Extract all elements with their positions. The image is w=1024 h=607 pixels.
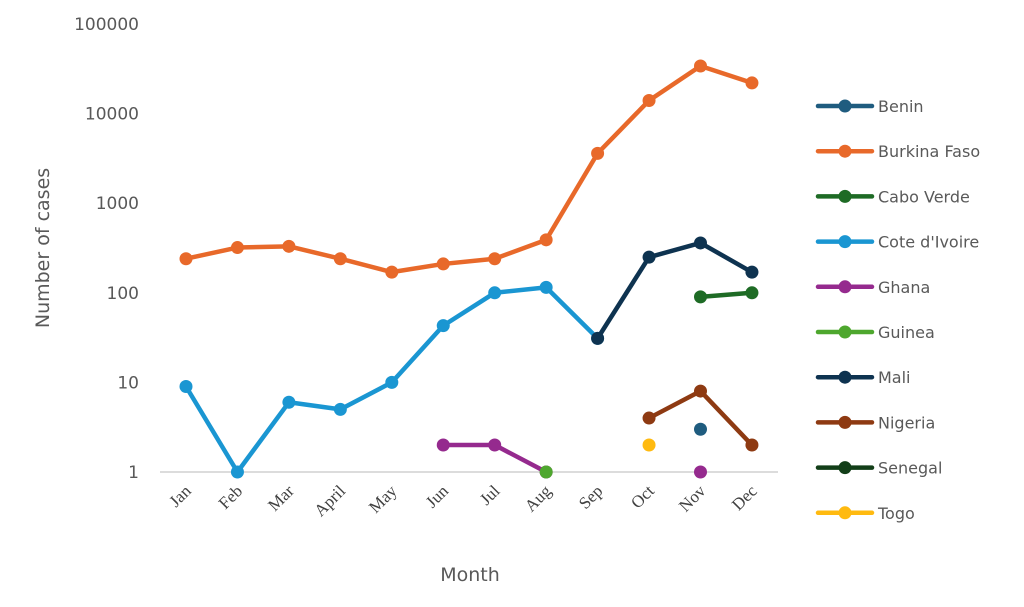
legend-dot-icon: [838, 189, 852, 203]
data-point: [745, 76, 759, 90]
data-point: [539, 465, 553, 479]
legend-label: Ghana: [878, 278, 930, 297]
data-point: [488, 286, 502, 300]
legend-label: Burkina Faso: [878, 142, 980, 161]
y-axis-ticks: 1 10 100 1000 10000 100000: [74, 15, 139, 483]
data-point: [385, 265, 399, 279]
data-point: [385, 375, 399, 389]
x-tick-label: Dec: [728, 481, 761, 514]
y-tick-label: 10: [117, 373, 139, 393]
data-point: [230, 465, 244, 479]
data-point: [591, 146, 605, 160]
data-point: [694, 384, 707, 398]
series-burkina-faso: [179, 59, 759, 279]
data-point: [539, 233, 553, 247]
x-tick-label: Jul: [476, 481, 504, 509]
x-tick-label: Aug: [521, 481, 555, 515]
legend-item: Togo: [815, 504, 915, 523]
legend-label: Benin: [878, 97, 924, 116]
data-point: [436, 257, 450, 271]
legend-label: Senegal: [878, 459, 942, 478]
legend-dot-icon: [838, 144, 852, 158]
legend-dot-icon: [838, 325, 852, 339]
data-point: [745, 265, 759, 279]
series-mali: [591, 236, 759, 345]
data-point: [333, 402, 347, 416]
data-point: [745, 286, 759, 300]
x-axis-ticks: Jan Feb Mar April May Jun Jul Aug Sep Oct Nov Dec: [165, 481, 761, 520]
x-tick-label: April: [310, 481, 349, 520]
data-point: [282, 395, 296, 409]
legend-item: Guinea: [815, 323, 935, 342]
data-point: [436, 438, 450, 452]
data-point: [282, 239, 296, 253]
legend-dot-icon: [838, 370, 852, 384]
x-tick-label: Mar: [264, 481, 298, 515]
y-tick-label: 1000: [96, 194, 139, 214]
series-guinea: [539, 465, 553, 479]
y-tick-label: 10000: [85, 105, 139, 125]
data-point: [642, 438, 656, 452]
data-point: [642, 94, 656, 108]
x-axis-title: Month: [440, 564, 500, 586]
x-tick-label: Oct: [627, 481, 658, 512]
series-cote-d-ivoire: [179, 280, 605, 479]
data-point: [591, 331, 605, 345]
legend-item: Benin: [815, 97, 924, 116]
data-point: [642, 250, 656, 264]
data-point: [333, 252, 347, 266]
x-tick-label: May: [365, 481, 401, 517]
legend-dot-icon: [838, 461, 852, 475]
legend: Benin Burkina Faso Cabo Verde Cote d'Ivoire…: [815, 97, 980, 523]
data-point: [694, 236, 707, 250]
data-point: [694, 465, 707, 479]
data-point: [436, 319, 450, 333]
data-point: [642, 411, 656, 425]
data-point: [179, 252, 193, 266]
legend-dot-icon: [838, 280, 852, 294]
x-tick-label: Feb: [215, 481, 246, 512]
data-point: [230, 241, 244, 255]
legend-dot-icon: [838, 415, 852, 429]
series-togo: [642, 438, 656, 452]
data-point: [488, 438, 502, 452]
data-point: [745, 438, 759, 452]
data-point: [539, 280, 553, 294]
y-axis-title: Number of cases: [32, 168, 54, 328]
y-tick-label: 100000: [74, 15, 139, 35]
legend-item: Senegal: [815, 459, 942, 478]
y-tick-label: 1: [128, 463, 139, 483]
legend-label: Guinea: [878, 323, 935, 342]
data-point: [179, 379, 193, 393]
series-cabo-verde: [694, 286, 759, 304]
data-point: [694, 59, 707, 73]
legend-item: Mali: [815, 368, 911, 387]
data-point: [488, 252, 502, 266]
legend-label: Mali: [878, 368, 911, 387]
legend-item: Cote d'Ivoire: [815, 233, 979, 252]
x-tick-label: Nov: [675, 481, 709, 515]
legend-label: Cote d'Ivoire: [878, 233, 979, 252]
data-point: [694, 422, 707, 436]
series-layer: [179, 59, 759, 479]
legend-item: Ghana: [815, 278, 930, 297]
legend-label: Togo: [877, 504, 915, 523]
legend-item: Nigeria: [815, 413, 935, 432]
series-benin: [694, 422, 707, 436]
legend-dot-icon: [838, 235, 852, 249]
y-tick-label: 100: [107, 284, 139, 304]
legend-dot-icon: [838, 506, 852, 520]
x-tick-label: Jun: [422, 481, 452, 511]
legend-label: Cabo Verde: [878, 187, 970, 206]
x-tick-label: Sep: [575, 481, 606, 512]
legend-item: Burkina Faso: [815, 142, 980, 161]
data-point: [694, 290, 707, 304]
x-tick-label: Jan: [165, 481, 195, 511]
series-nigeria: [642, 384, 759, 452]
legend-item: Cabo Verde: [815, 187, 970, 206]
legend-label: Nigeria: [878, 413, 935, 432]
legend-dot-icon: [838, 99, 852, 113]
